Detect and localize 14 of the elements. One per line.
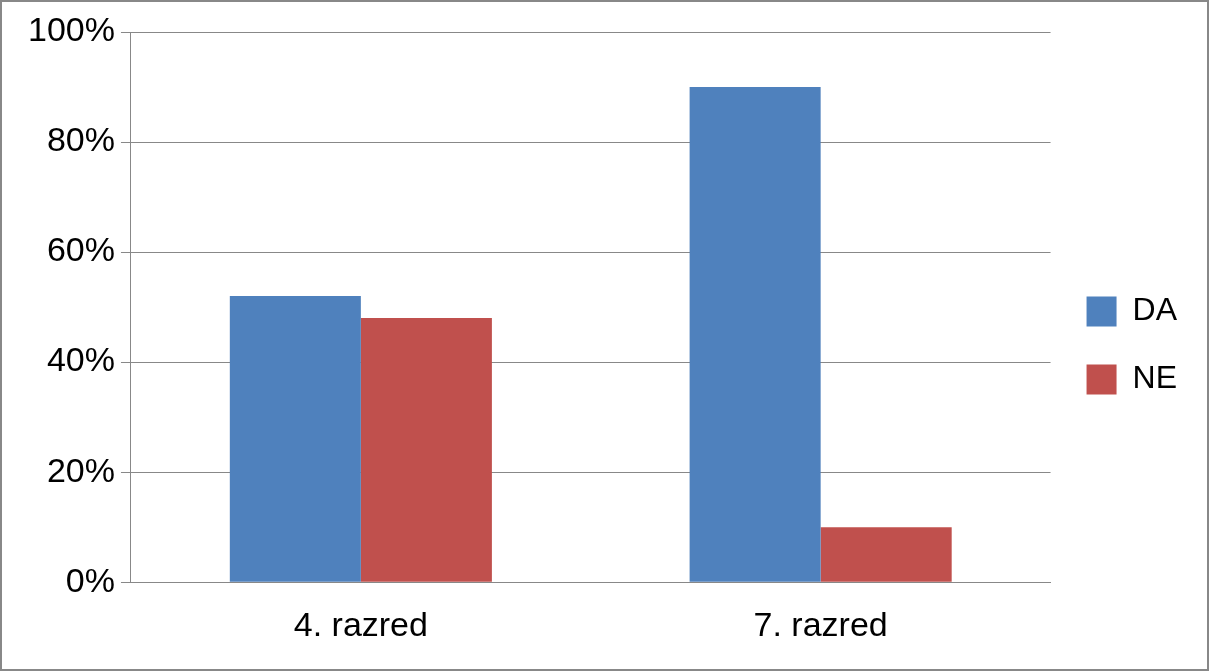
- x-tick-label: 4. razred: [293, 604, 428, 643]
- legend-label: NE: [1132, 359, 1177, 396]
- y-tick-label: 20%: [46, 450, 115, 489]
- y-tick-label: 60%: [46, 230, 115, 269]
- legend-label: DA: [1132, 291, 1178, 328]
- y-tick-label: 100%: [27, 10, 115, 49]
- y-tick-label: 80%: [46, 120, 115, 159]
- y-tick-label: 0%: [65, 560, 115, 599]
- bar: [229, 296, 361, 582]
- bar: [360, 318, 492, 582]
- y-tick-label: 40%: [46, 340, 115, 379]
- x-tick-label: 7. razred: [753, 604, 888, 643]
- bar: [820, 527, 952, 582]
- bar: [689, 87, 821, 582]
